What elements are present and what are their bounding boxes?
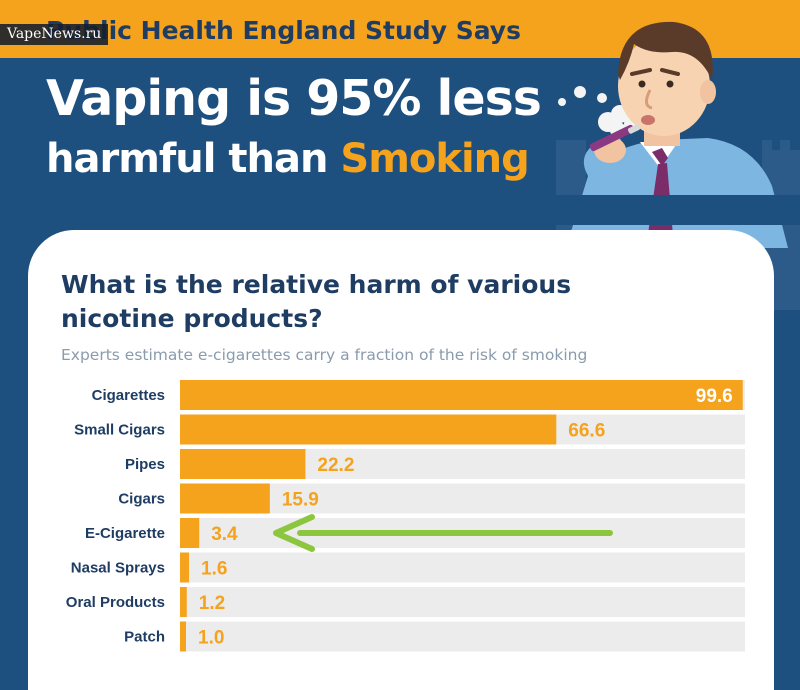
data-label: 66.6 [568,421,605,442]
highlight-arrow-icon [273,514,613,552]
data-label: 99.6 [696,386,733,407]
category-label: Small Cigars [74,422,165,439]
category-label: Cigarettes [92,387,165,404]
study-kicker: Public Health England Study Says [46,16,521,45]
category-label: Nasal Sprays [71,560,165,577]
data-label: 1.6 [201,559,227,580]
harm-bar-chart: Cigarettes 99.6 Small Cigars 66.6 Pipes 22.2 C… [66,380,745,652]
category-label: E-Cigarette [85,525,165,542]
bar-pipes [180,449,306,479]
category-label: Cigars [118,491,165,508]
chart-title: What is the relative harm of various nic… [61,270,572,333]
watermark-label: VapeNews.ru [0,24,109,45]
headline-line-2: harmful than Smoking [46,136,530,182]
chart-subtitle: Experts estimate e-cigarettes carry a fr… [61,346,588,364]
bar-track [180,587,745,617]
category-label: Pipes [125,456,165,473]
bar-track [180,621,745,652]
bar-e-cigarette [180,518,200,548]
category-label: Oral Products [66,594,165,611]
bar-oral-products [180,587,187,617]
data-label: 1.0 [198,628,224,649]
headline-prefix: harmful than [46,136,341,182]
bar-cigars [180,483,270,514]
bar-patch [180,621,186,652]
data-label: 15.9 [282,490,319,511]
headline-line-1: Vaping is 95% less [46,70,542,127]
data-label: 22.2 [317,455,354,476]
bar-track [180,552,745,583]
data-label: 3.4 [211,524,238,545]
bar-nasal-sprays [180,552,190,583]
data-label: 1.2 [199,593,225,614]
headline-accent-word: Smoking [340,136,529,182]
bar-cigarettes [180,380,743,410]
bar-track [180,483,745,514]
category-label: Patch [124,629,165,646]
card-wave-edge [150,195,800,225]
bar-small-cigars [180,414,557,445]
